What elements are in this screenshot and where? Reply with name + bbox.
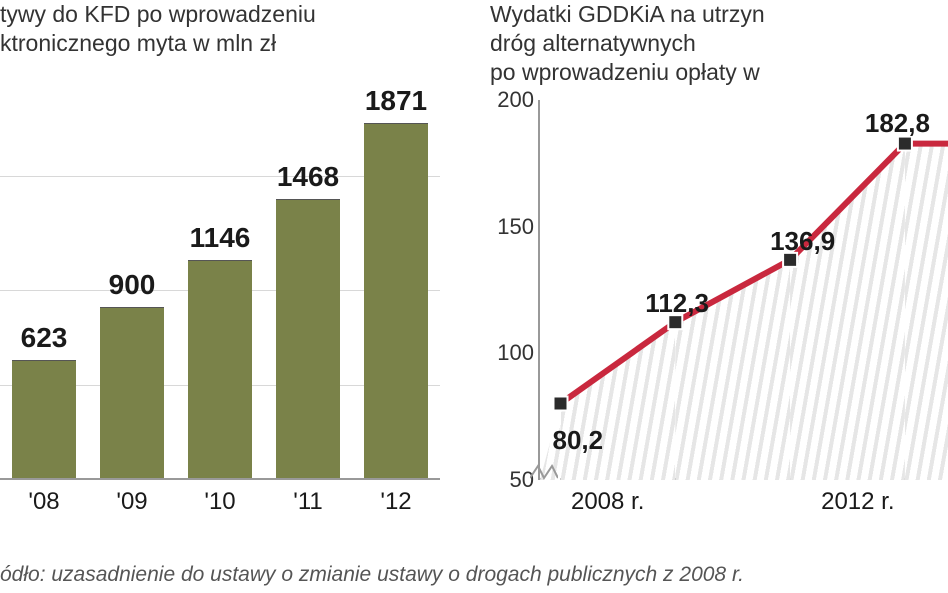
source-footer: ódło: uzasadnienie do ustawy o zmianie u…: [0, 563, 744, 587]
line-x-label: 2008 r.: [571, 488, 644, 516]
y-tick-label: 50: [490, 467, 534, 493]
y-tick-label: 150: [490, 214, 534, 240]
left-panel: tywy do KFD po wprowadzeniu ktronicznego…: [0, 0, 460, 593]
bar: [188, 260, 252, 478]
line-x-label: 2012 r.: [821, 488, 894, 516]
bar-value-label: 1871: [352, 85, 440, 117]
line-svg: [540, 100, 948, 480]
y-tick-label: 200: [490, 87, 534, 113]
y-tick-label: 100: [490, 340, 534, 366]
point-label: 182,8: [865, 108, 930, 139]
line-plot-area: 80,2 112,3 136,9 182,8: [538, 100, 948, 480]
bar-slot: 1468: [264, 100, 352, 478]
series-line: [561, 144, 948, 404]
bar-slot: 1871: [352, 100, 440, 478]
axis-break-icon: [530, 464, 558, 480]
bar-value-label: 623: [0, 322, 88, 354]
bar-value-label: 1468: [264, 161, 352, 193]
right-panel: Wydatki GDDKiA na utrzyn dróg alternatyw…: [460, 0, 948, 593]
chart-container: tywy do KFD po wprowadzeniu ktronicznego…: [0, 0, 948, 593]
bar: [276, 199, 340, 478]
bar-x-label: '09: [88, 488, 176, 516]
point-label: 136,9: [770, 226, 835, 257]
point-label: 80,2: [553, 425, 604, 456]
bar-x-label: '10: [176, 488, 264, 516]
bar-x-label: '12: [352, 488, 440, 516]
bar-slot: 900: [88, 100, 176, 478]
data-marker: [554, 396, 568, 410]
point-label: 112,3: [645, 288, 709, 319]
right-title: Wydatki GDDKiA na utrzyn dróg alternatyw…: [460, 0, 948, 86]
bar-value-label: 1146: [176, 222, 264, 254]
bar: [12, 360, 76, 478]
data-marker: [898, 137, 912, 151]
bar-x-label: '08: [0, 488, 88, 516]
left-title: tywy do KFD po wprowadzeniu ktronicznego…: [0, 0, 460, 58]
bar: [364, 123, 428, 478]
bar-x-label: '11: [264, 488, 352, 516]
line-chart: 50100150200 80,2112,3136,9182,8 2008 r.2…: [490, 100, 948, 520]
bar-chart: 623900114614681871 '08'09'10'11'12: [0, 100, 440, 520]
bar-value-label: 900: [88, 269, 176, 301]
bar-slot: 1146: [176, 100, 264, 478]
bar-slot: 623: [0, 100, 88, 478]
bar: [100, 307, 164, 478]
bar-plot-area: 623900114614681871: [0, 100, 440, 480]
